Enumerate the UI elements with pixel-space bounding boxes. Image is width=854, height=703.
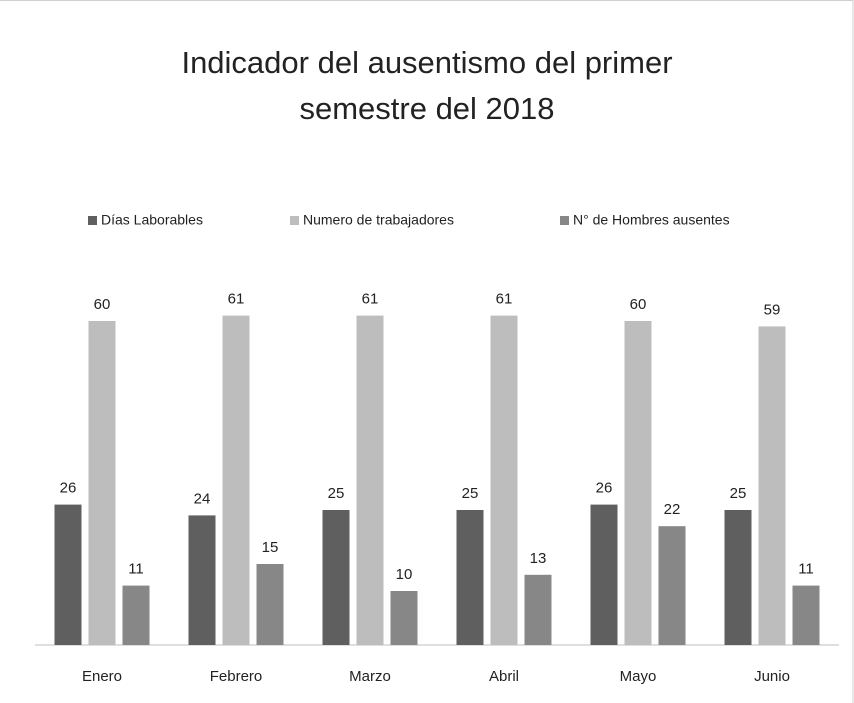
data-label: 13 — [530, 550, 547, 567]
x-tick-label: Abril — [489, 668, 519, 685]
bar — [222, 315, 250, 645]
legend-label: N° de Hombres ausentes — [573, 212, 730, 228]
data-label: 61 — [496, 291, 513, 308]
data-label: 25 — [462, 485, 479, 502]
bar — [524, 574, 552, 645]
x-tick-label: Febrero — [210, 668, 263, 685]
data-label: 60 — [630, 296, 647, 313]
data-label: 10 — [396, 566, 413, 583]
bar — [758, 326, 786, 645]
data-label: 11 — [798, 561, 814, 578]
chart-title: Indicador del ausentismo del primer seme… — [181, 45, 673, 126]
data-label: 25 — [328, 485, 345, 502]
data-label: 26 — [596, 480, 613, 497]
bar — [356, 315, 384, 645]
x-tick-label: Mayo — [620, 668, 657, 685]
bar — [490, 315, 518, 645]
legend-swatch — [88, 216, 97, 225]
bar — [390, 591, 418, 645]
legend-swatch — [560, 216, 569, 225]
x-tick-label: Enero — [82, 668, 122, 685]
data-label: 11 — [128, 561, 144, 578]
x-tick-label: Marzo — [349, 668, 391, 685]
legend-label: Numero de trabajadores — [303, 212, 454, 228]
data-label: 24 — [194, 490, 211, 507]
data-label: 60 — [94, 296, 111, 313]
data-label: 61 — [228, 291, 245, 308]
bar — [658, 526, 686, 645]
bar — [724, 510, 752, 645]
data-label: 26 — [60, 480, 77, 497]
bar — [590, 504, 618, 645]
legend-label: Días Laborables — [101, 212, 203, 228]
bar — [792, 585, 820, 645]
legend-swatch — [290, 216, 299, 225]
bar — [88, 321, 116, 645]
bar — [54, 504, 82, 645]
data-label: 15 — [262, 539, 279, 556]
bar — [456, 510, 484, 645]
x-tick-label: Junio — [754, 668, 790, 685]
bar — [322, 510, 350, 645]
data-label: 59 — [764, 301, 781, 318]
bar — [188, 515, 216, 645]
data-label: 22 — [664, 501, 681, 518]
bar — [256, 564, 284, 645]
bar — [122, 585, 150, 645]
data-label: 61 — [362, 291, 379, 308]
bar — [624, 321, 652, 645]
data-label: 25 — [730, 485, 747, 502]
